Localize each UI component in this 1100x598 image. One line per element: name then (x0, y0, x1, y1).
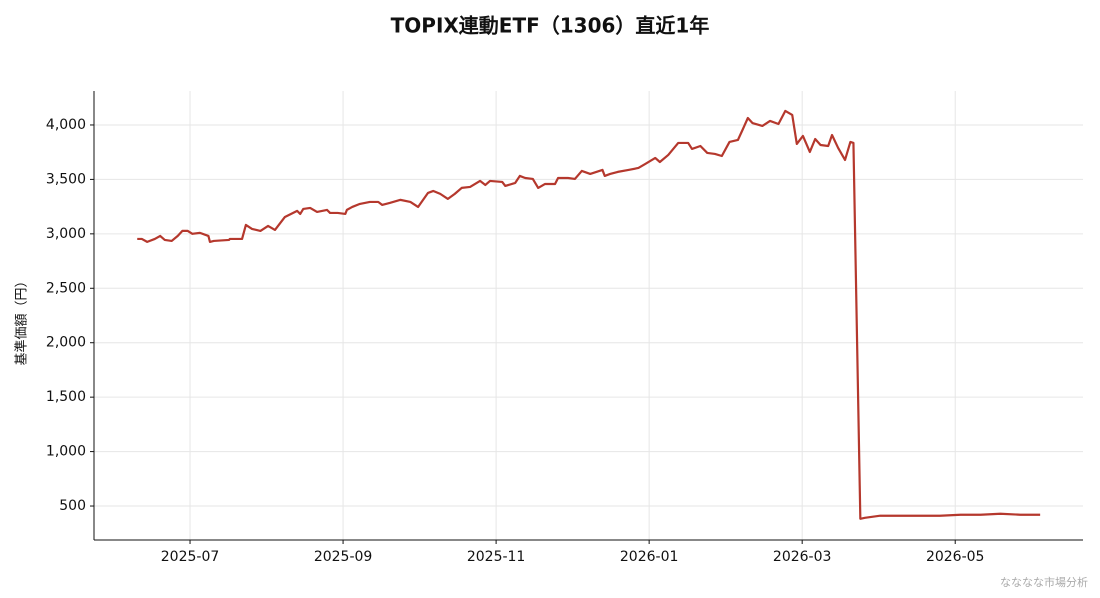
x-tick-label: 2025-11 (467, 549, 526, 565)
x-tick-label: 2025-09 (314, 549, 373, 565)
y-axis-label: 基準価額（円） (14, 274, 30, 365)
y-tick-label: 1,500 (46, 389, 86, 405)
y-tick-label: 500 (59, 498, 86, 514)
chart-title: TOPIX連動ETF（1306）直近1年 (391, 14, 710, 38)
x-tick-label: 2026-03 (773, 549, 832, 565)
x-tick-label: 2025-07 (161, 549, 220, 565)
y-tick-label: 2,000 (46, 335, 86, 351)
line (137, 109, 1041, 520)
y-tick-label: 4,000 (46, 117, 86, 133)
x-tick-label: 2026-01 (620, 549, 679, 565)
y-tick-label: 1,000 (46, 444, 86, 460)
y-tick-label: 2,500 (46, 280, 86, 296)
x-tick-label: 2026-05 (926, 549, 985, 565)
watermark: なななな市場分析 (1000, 575, 1088, 589)
y-tick-label: 3,000 (46, 226, 86, 242)
y-tick-label: 3,500 (46, 171, 86, 187)
